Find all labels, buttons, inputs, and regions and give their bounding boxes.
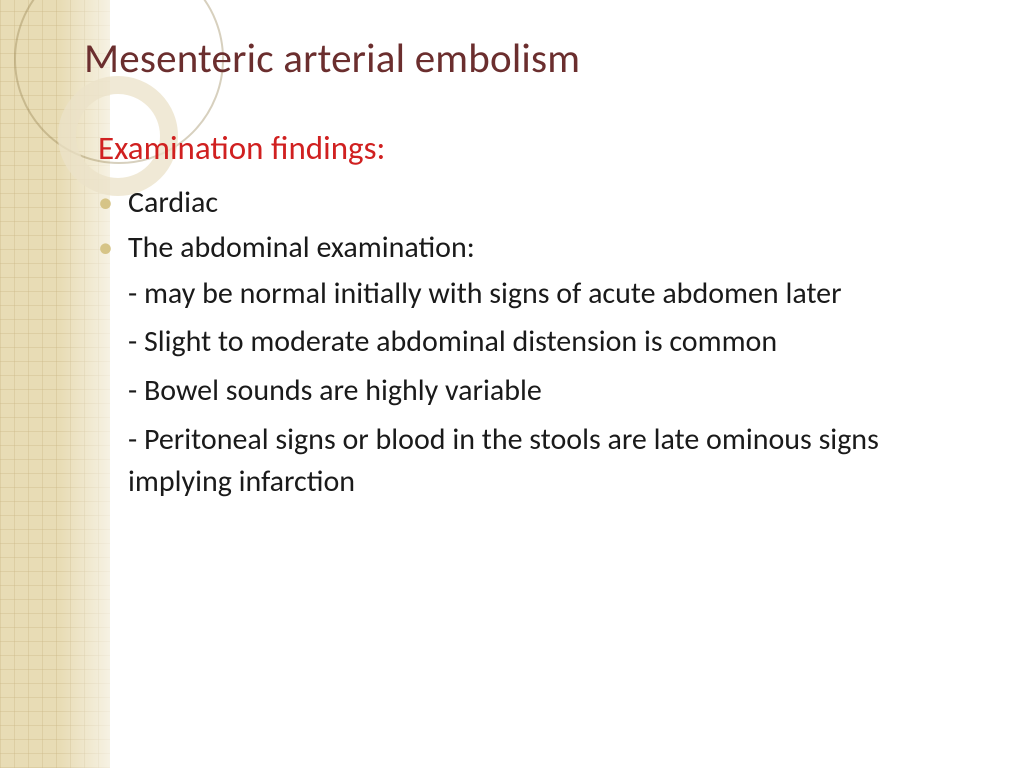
bullet-list: Cardiac The abdominal examination:	[98, 182, 964, 269]
sub-item: - may be normal initially with signs of …	[98, 273, 964, 316]
subheading: Examination findings:	[98, 128, 964, 168]
slide: Mesenteric arterial embolism Examination…	[0, 0, 1024, 768]
sub-item: - Slight to moderate abdominal distensio…	[98, 321, 964, 364]
bullet-item: Cardiac	[98, 182, 964, 223]
bullet-item: The abdominal examination:	[98, 227, 964, 268]
sub-item: - Peritoneal signs or blood in the stool…	[98, 419, 964, 504]
sub-item: - Bowel sounds are highly variable	[98, 370, 964, 413]
content-area: Examination findings: Cardiac The abdomi…	[98, 128, 964, 510]
slide-title: Mesenteric arterial embolism	[84, 34, 580, 84]
